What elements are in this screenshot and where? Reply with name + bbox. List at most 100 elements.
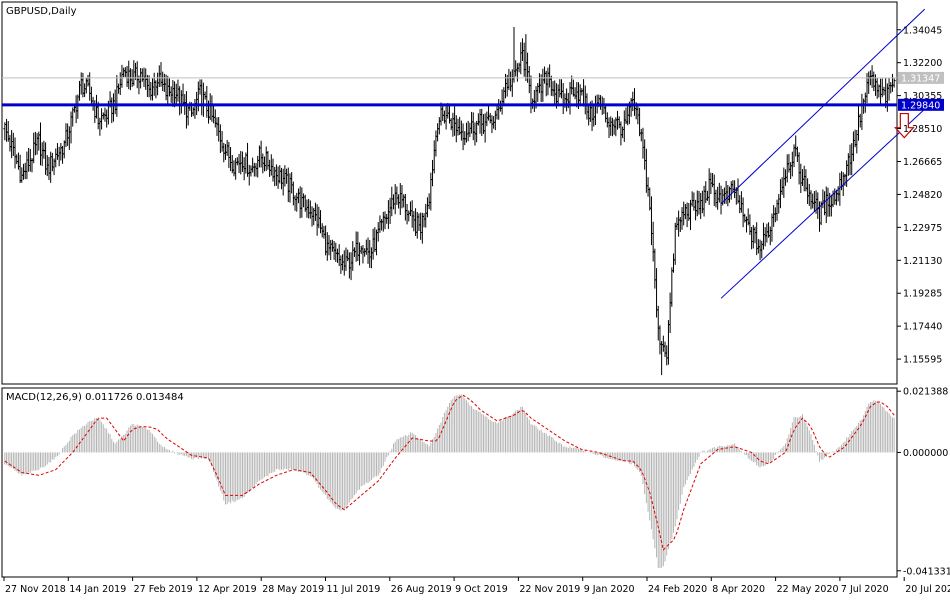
price-bar	[273, 166, 277, 187]
price-bar	[263, 156, 267, 172]
price-bar	[361, 245, 365, 264]
time-tick-label: 12 Apr 2019	[198, 584, 257, 595]
price-bar	[57, 146, 61, 167]
price-bar	[493, 110, 497, 131]
price-bar	[514, 60, 518, 77]
price-bar	[882, 86, 886, 96]
price-bar	[54, 148, 58, 168]
price-bar	[3, 122, 7, 141]
macd-tick-label: -0.041331	[903, 566, 950, 577]
price-bar	[872, 71, 876, 92]
time-tick-label: 7 Jul 2020	[841, 584, 889, 595]
price-tick-label: 1.26665	[903, 157, 942, 168]
price-bar	[162, 73, 166, 92]
price-bar	[358, 242, 362, 266]
price-bar	[739, 191, 743, 213]
price-bar	[50, 152, 54, 172]
price-bar	[210, 95, 214, 122]
price-bar	[515, 63, 519, 82]
price-bar	[483, 113, 487, 143]
price-bar	[605, 112, 609, 128]
price-bar	[173, 81, 177, 108]
price-bar	[218, 124, 222, 153]
price-bar	[604, 104, 608, 123]
price-bar	[653, 248, 657, 289]
price-bar	[122, 67, 126, 78]
price-bar	[616, 110, 620, 130]
price-bar	[619, 121, 623, 146]
price-bar	[680, 207, 684, 230]
price-bar	[35, 133, 39, 155]
price-bar	[809, 190, 813, 210]
price-bar	[519, 42, 523, 75]
price-bar	[621, 126, 625, 139]
price-bar	[824, 186, 828, 224]
price-bar	[829, 194, 833, 217]
macd-signal-path	[4, 394, 895, 551]
time-tick-label: 22 Nov 2019	[519, 584, 580, 595]
price-bar	[25, 151, 29, 180]
price-bar	[851, 131, 855, 162]
price-bar	[213, 109, 217, 128]
time-tick-label: 27 Feb 2019	[134, 584, 193, 595]
price-bar	[517, 62, 521, 73]
price-bar	[296, 188, 300, 204]
price-bar	[532, 89, 536, 113]
price-bar	[789, 162, 793, 180]
price-bar	[461, 123, 465, 151]
price-bar	[335, 248, 339, 263]
price-bar	[166, 75, 170, 106]
price-bar	[695, 190, 699, 217]
price-bar	[553, 80, 557, 106]
price-bar	[509, 71, 513, 92]
price-bar	[488, 112, 492, 124]
price-bar	[42, 140, 46, 159]
price-bar	[244, 152, 248, 174]
price-bar	[125, 65, 129, 88]
price-bar	[560, 79, 564, 99]
price-bar	[551, 81, 555, 97]
macd-tick-label: 0.021388	[903, 387, 948, 398]
price-bar	[719, 185, 723, 215]
price-bar	[64, 123, 68, 148]
price-bar	[890, 73, 894, 92]
time-tick-label: 8 Apr 2020	[712, 584, 765, 595]
price-bars	[3, 26, 896, 376]
price-bar	[247, 164, 251, 186]
price-bar	[5, 118, 9, 142]
price-bar	[322, 225, 326, 239]
price-tick-label: 1.32200	[903, 58, 942, 69]
price-bar	[466, 120, 470, 142]
price-bar	[539, 74, 543, 103]
price-bar	[115, 75, 119, 117]
price-bar	[700, 190, 704, 214]
price-bar	[281, 168, 285, 196]
price-bar	[120, 64, 124, 88]
price-bar	[656, 305, 660, 341]
price-bar	[366, 237, 370, 264]
price-bar	[408, 201, 412, 216]
price-bar	[794, 135, 798, 157]
price-bar	[892, 78, 896, 88]
price-bar	[156, 72, 160, 96]
price-bar	[368, 240, 372, 268]
price-bar	[208, 93, 212, 120]
price-bar	[364, 239, 368, 255]
price-bar	[692, 192, 696, 211]
time-tick-label: 9 Oct 2019	[455, 584, 508, 595]
price-bar	[320, 223, 324, 238]
price-bar	[201, 82, 205, 117]
price-bar	[249, 165, 253, 177]
time-tick-label: 24 Feb 2020	[648, 584, 707, 595]
price-bar	[363, 248, 367, 257]
price-bar	[161, 71, 165, 92]
price-bar	[334, 242, 338, 262]
price-bar	[704, 181, 708, 204]
price-bar	[346, 249, 350, 262]
price-tick-label: 1.34045	[903, 25, 942, 36]
price-bar	[672, 253, 676, 273]
price-bar	[111, 93, 115, 122]
price-bar	[626, 103, 630, 126]
price-bar	[453, 106, 457, 136]
price-bar	[599, 95, 603, 110]
